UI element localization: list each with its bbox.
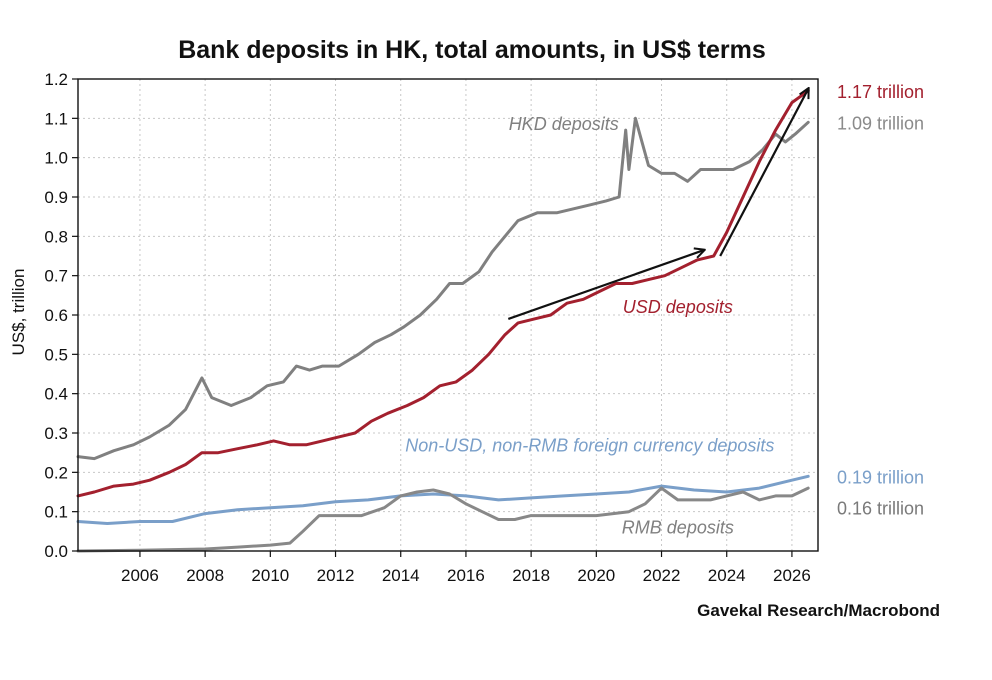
series-group <box>76 89 810 553</box>
x-tick-label: 2022 <box>643 566 681 585</box>
y-tick-label: 1.2 <box>44 70 68 89</box>
y-tick-label: 1.0 <box>44 149 68 168</box>
y-tick-label: 1.1 <box>44 109 68 128</box>
x-tick-label: 2018 <box>512 566 550 585</box>
y-tick-label: 0.6 <box>44 306 68 325</box>
x-tick-label: 2020 <box>577 566 615 585</box>
x-tick-label: 2024 <box>708 566 746 585</box>
series-line-4 <box>76 486 810 553</box>
trend-arrows <box>507 89 808 320</box>
trend-arrow-1 <box>507 250 704 320</box>
y-tick-label: 0.4 <box>44 385 68 404</box>
end-value-label: 0.16 trillion <box>837 499 924 519</box>
end-value-label: 1.17 trillion <box>837 82 924 102</box>
axes: 0.0 0.1 0.2 0.3 0.4 0.5 0.6 0.7 0.8 0.9 1.0 1.1 1.2 2… <box>44 70 819 585</box>
y-tick-label: 0.8 <box>44 227 68 246</box>
labels: HKD deposits USD deposits Non-USD, non-RMB… <box>405 82 924 537</box>
y-axis-label: US$, trillion <box>9 269 28 356</box>
y-tick-label: 0.2 <box>44 463 68 482</box>
source-note: Gavekal Research/Macrobond <box>697 601 940 620</box>
x-tick-label: 2026 <box>773 566 811 585</box>
series-label: USD deposits <box>623 297 733 317</box>
x-tick-label: 2014 <box>382 566 420 585</box>
y-tick-label: 0.0 <box>44 542 68 561</box>
end-value-label: 1.09 trillion <box>837 113 924 133</box>
y-tick-label: 0.9 <box>44 188 68 207</box>
x-tick-label: 2012 <box>317 566 355 585</box>
x-tick-label: 2006 <box>121 566 159 585</box>
x-tick-label: 2008 <box>186 566 224 585</box>
x-tick-label: 2016 <box>447 566 485 585</box>
series-line-1 <box>76 116 810 461</box>
y-tick-label: 0.3 <box>44 424 68 443</box>
y-tick-label: 0.1 <box>44 503 68 522</box>
chart-title: Bank deposits in HK, total amounts, in U… <box>178 36 766 64</box>
series-line-2 <box>76 89 810 498</box>
y-tick-label: 0.5 <box>44 345 68 364</box>
y-tick-label: 0.7 <box>44 267 68 286</box>
end-value-label: 0.19 trillion <box>837 467 924 487</box>
series-label: Non-USD, non-RMB foreign currency deposi… <box>405 435 774 455</box>
series-label: HKD deposits <box>509 114 619 134</box>
series-label: RMB deposits <box>622 517 734 537</box>
trend-arrow-2 <box>719 89 808 257</box>
x-tick-label: 2010 <box>251 566 289 585</box>
